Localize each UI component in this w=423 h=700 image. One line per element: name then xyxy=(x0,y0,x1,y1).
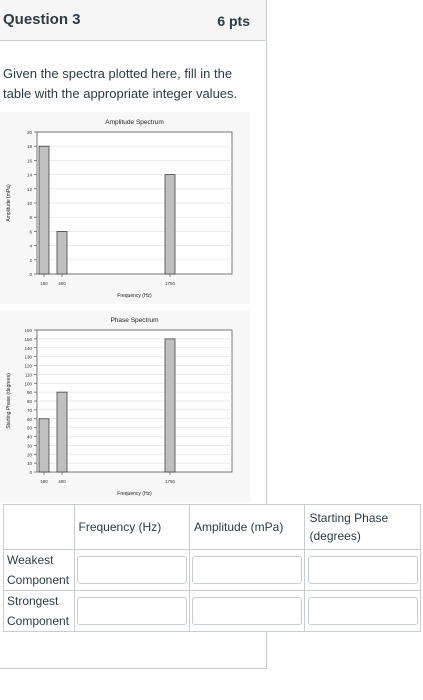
chart-title: Phase Spectrum xyxy=(110,317,158,324)
weakest-phase-input[interactable] xyxy=(307,556,418,584)
y-tick-label: 20 xyxy=(27,452,33,457)
row-label-weakest: Weakest Component xyxy=(3,549,75,591)
y-axis-label: Amplitude (mPa) xyxy=(6,184,12,222)
amplitude-chart: 0 2 4 6 8 10 12 14 16 18 20 180 400 1750 Amplitude Spe… xyxy=(0,112,250,304)
bar-400 xyxy=(56,231,68,275)
y-tick-label: 110 xyxy=(25,372,33,377)
y-tick-label: 10 xyxy=(27,461,33,466)
header-amplitude: Amplitude (mPa) xyxy=(188,504,306,550)
answer-table: Frequency (Hz) Amplitude (mPa) Starting … xyxy=(3,504,421,632)
y-tick-label: 90 xyxy=(27,390,33,395)
row-label-strongest: Strongest Component xyxy=(3,590,75,632)
weakest-frequency-input[interactable] xyxy=(76,556,187,584)
question-header: Question 3 6 pts xyxy=(0,0,266,41)
bar-180 xyxy=(38,418,50,473)
y-tick-label: 120 xyxy=(24,364,32,369)
bar-1750 xyxy=(164,338,176,473)
y-tick-label: 80 xyxy=(27,399,33,404)
y-tick-label: 4 xyxy=(29,244,32,249)
question-title: Question 3 xyxy=(3,11,81,28)
y-tick-label: 8 xyxy=(29,215,32,220)
phase-chart: 0 10 20 30 40 50 60 70 80 90 100 110 120 130 140 150 160… xyxy=(0,310,250,502)
bar-1750 xyxy=(164,174,176,275)
x-tick-label: 1750 xyxy=(165,479,176,484)
x-tick-label: 1750 xyxy=(165,281,176,286)
y-tick-label: 150 xyxy=(24,337,32,342)
header-empty xyxy=(3,504,75,550)
y-tick-label: 18 xyxy=(27,144,33,149)
y-tick-label: 16 xyxy=(27,158,33,163)
x-tick-label: 180 xyxy=(40,479,48,484)
x-tick-label: 400 xyxy=(58,281,66,286)
header-frequency: Frequency (Hz) xyxy=(73,504,190,550)
x-axis-label: Frequency (Hz) xyxy=(117,491,152,497)
y-tick-label: 40 xyxy=(27,435,33,440)
y-tick-label: 140 xyxy=(24,346,32,351)
weakest-amplitude-input[interactable] xyxy=(192,556,303,584)
y-tick-label: 0 xyxy=(29,470,32,475)
bar-180 xyxy=(38,145,50,275)
bar-400 xyxy=(56,391,68,473)
question-card: Question 3 6 pts Given the spectra plott… xyxy=(0,0,267,669)
y-tick-label: 6 xyxy=(29,229,32,234)
header-starting-phase: Starting Phase (degrees) xyxy=(304,504,421,550)
y-tick-label: 30 xyxy=(27,443,33,448)
x-axis-label: Frequency (Hz) xyxy=(117,293,152,299)
y-axis-label: Starting Phase (degrees) xyxy=(6,373,12,429)
y-tick-label: 14 xyxy=(27,173,33,178)
y-tick-label: 100 xyxy=(24,381,32,386)
y-tick-label: 2 xyxy=(29,258,32,263)
y-tick-label: 50 xyxy=(27,426,33,431)
strongest-frequency-input[interactable] xyxy=(76,597,187,625)
x-tick-label: 180 xyxy=(40,281,48,286)
y-tick-label: 20 xyxy=(27,130,33,135)
y-tick-label: 70 xyxy=(27,408,33,413)
answer-table-header-row: Frequency (Hz) Amplitude (mPa) Starting … xyxy=(3,504,421,550)
y-tick-label: 130 xyxy=(24,355,32,360)
y-tick-label: 10 xyxy=(27,201,33,206)
y-tick-label: 160 xyxy=(24,328,32,333)
y-tick-label: 12 xyxy=(27,187,33,192)
question-text: Given the spectra plotted here, fill in … xyxy=(3,66,238,101)
x-tick-label: 400 xyxy=(58,479,66,484)
strongest-phase-input[interactable] xyxy=(307,597,418,625)
y-tick-label: 60 xyxy=(27,417,33,422)
y-tick-label: 0 xyxy=(29,272,32,277)
amplitude-chart-svg: 0 2 4 6 8 10 12 14 16 18 20 180 400 1750 Amplitude Spe… xyxy=(6,119,233,299)
question-points: 6 pts xyxy=(217,13,250,29)
chart-title: Amplitude Spectrum xyxy=(105,119,164,126)
phase-chart-svg: 0 10 20 30 40 50 60 70 80 90 100 110 120 130 140 150 160… xyxy=(6,317,233,497)
answer-row-weakest: Weakest Component xyxy=(3,549,421,591)
answer-row-strongest: Strongest Component xyxy=(3,590,421,632)
strongest-amplitude-input[interactable] xyxy=(192,597,303,625)
